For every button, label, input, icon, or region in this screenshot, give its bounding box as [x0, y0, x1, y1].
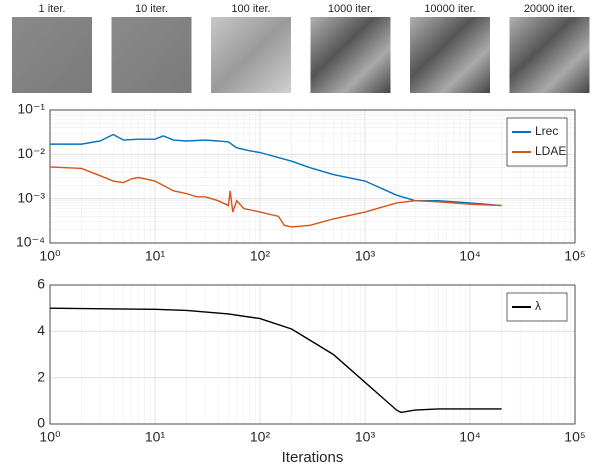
x-tick-label: 10⁴	[459, 248, 481, 264]
thumbnail-label: 100 iter.	[231, 3, 270, 15]
thumbnail	[310, 17, 391, 93]
x-tick-label: 10⁰	[39, 429, 61, 445]
x-tick-label: 10³	[355, 429, 376, 445]
axes-frame	[49, 109, 576, 244]
y-tick-label: 6	[37, 276, 45, 292]
x-axis-label: Iterations	[282, 449, 344, 466]
y-tick-label: 2	[37, 368, 45, 384]
thumbnail-label: 1000 iter.	[328, 3, 373, 15]
data-line	[50, 133, 502, 207]
plot-area	[50, 110, 575, 243]
x-tick-label: 10⁵	[564, 429, 585, 445]
x-tick-label: 10³	[355, 248, 376, 264]
x-tick-label: 10¹	[145, 248, 166, 264]
x-tick-label: 10²	[250, 429, 271, 445]
legend-label: Lrec	[535, 124, 558, 138]
y-tick-label: 0	[37, 415, 45, 431]
thumbnail	[509, 17, 590, 93]
x-tick-label: 10¹	[145, 429, 166, 445]
thumbnail-label: 20000 iter.	[524, 3, 575, 15]
y-tick-label: 10⁻¹	[17, 101, 45, 117]
axes-frame	[49, 284, 576, 425]
x-tick-label: 10⁵	[564, 248, 585, 264]
thumbnail-label: 10 iter.	[135, 3, 168, 15]
legend-label: LDAE	[535, 144, 566, 158]
thumbnail	[410, 17, 490, 93]
y-tick-label: 10⁻³	[17, 189, 45, 205]
y-tick-label: 4	[37, 322, 45, 338]
data-line	[49, 166, 502, 228]
thumbnail	[12, 17, 92, 93]
y-tick-label: 10⁻⁴	[16, 234, 45, 250]
thumbnail	[211, 17, 291, 93]
legend-box	[506, 117, 568, 167]
thumbnail-label: 10000 iter.	[424, 3, 475, 15]
plot-area	[50, 285, 575, 424]
thumbnail	[111, 17, 192, 93]
data-line	[49, 307, 502, 414]
x-tick-label: 10⁰	[39, 248, 61, 264]
y-tick-label: 10⁻²	[17, 145, 45, 161]
thumbnail-label: 1 iter.	[39, 3, 66, 15]
legend-label: λ	[535, 299, 541, 313]
x-tick-label: 10⁴	[459, 429, 481, 445]
x-tick-label: 10²	[250, 248, 271, 264]
